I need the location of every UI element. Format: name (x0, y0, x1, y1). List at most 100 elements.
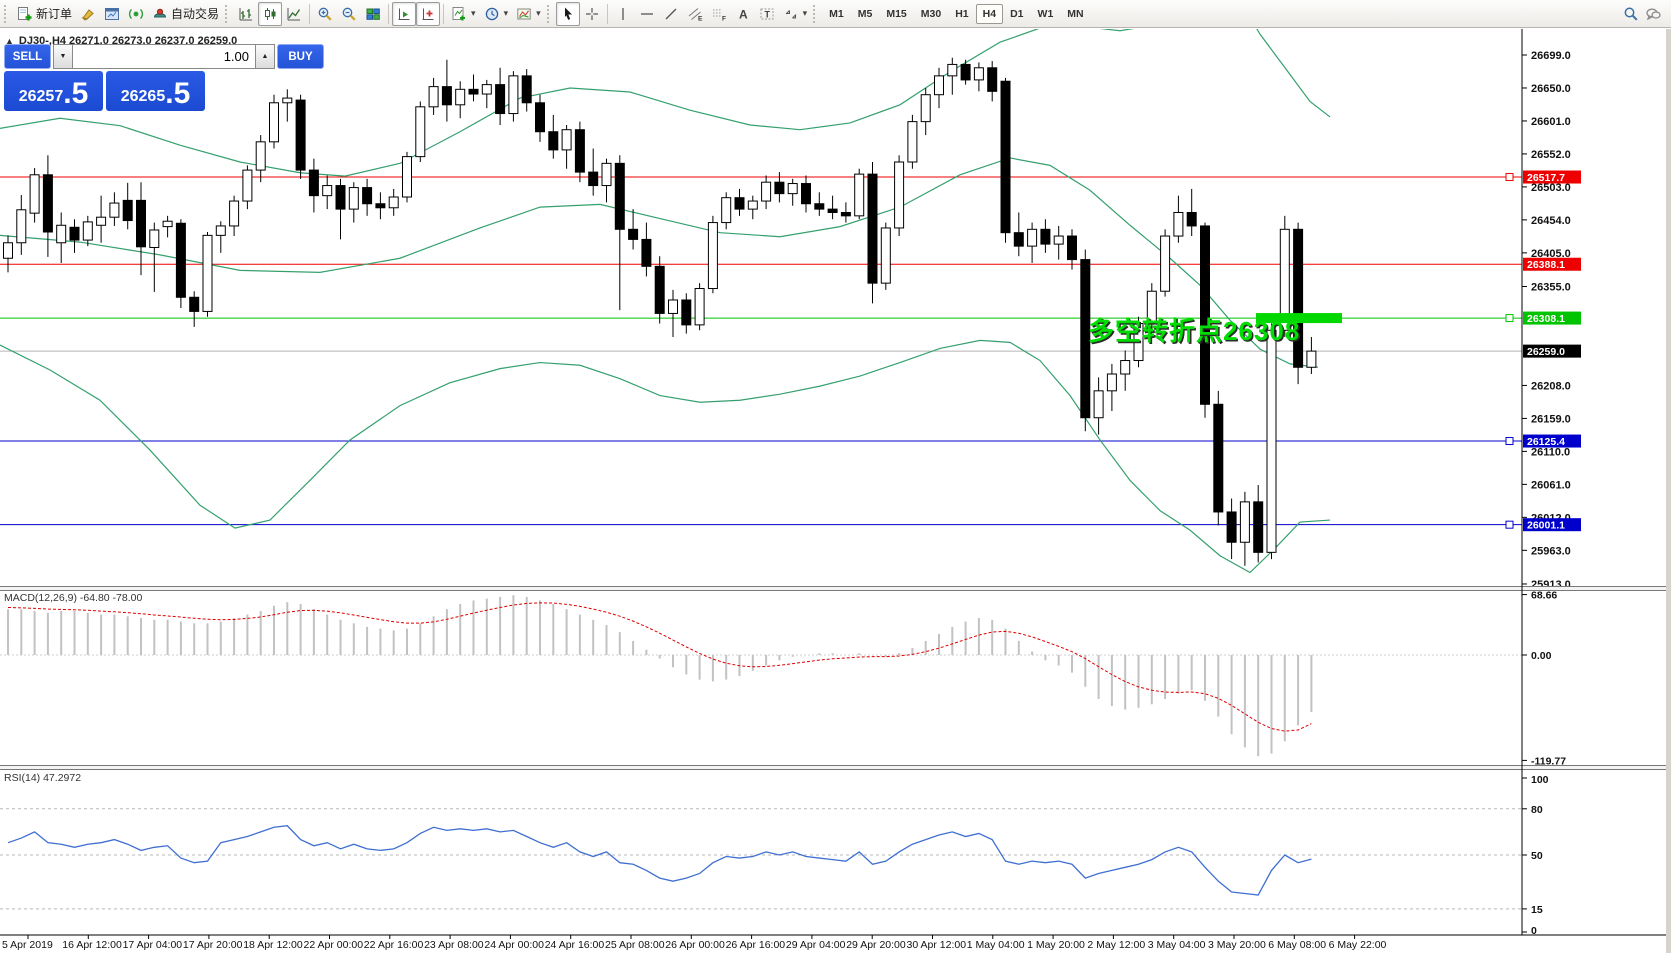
svg-text:23 Apr 08:00: 23 Apr 08:00 (424, 939, 484, 951)
sell-price-display[interactable]: 26257 .5 (4, 71, 103, 111)
svg-text:T: T (764, 9, 770, 19)
svg-text:16 Apr 12:00: 16 Apr 12:00 (62, 939, 122, 951)
time-axis[interactable]: 5 Apr 2019 16 Apr 12:00 17 Apr 04:00 17 Apr… (2, 935, 1387, 951)
collapse-panel-icon[interactable]: ▲ (5, 36, 14, 46)
svg-text:26061.0: 26061.0 (1531, 479, 1571, 491)
dropdown-arrow-icon: ▾ (503, 8, 509, 18)
timeframe-m5-button[interactable]: M5 (857, 7, 873, 20)
zoom-in-button[interactable] (313, 2, 337, 26)
svg-text:26552.0: 26552.0 (1531, 149, 1571, 161)
svg-text:26517.7: 26517.7 (1527, 172, 1565, 184)
svg-text:26159.0: 26159.0 (1531, 413, 1571, 425)
timeframe-m30-button[interactable]: M30 (920, 7, 942, 20)
buy-price-main: 26265 (120, 88, 166, 105)
candlestick-mode-button[interactable] (258, 1, 283, 26)
volume-input[interactable] (73, 44, 255, 69)
toolbar-grip[interactable] (813, 4, 818, 23)
svg-text:3 May 20:00: 3 May 20:00 (1208, 939, 1266, 951)
svg-text:26650.0: 26650.0 (1531, 83, 1571, 95)
arrows-tool-button[interactable]: ▾ (779, 2, 812, 26)
svg-text:29 Apr 20:00: 29 Apr 20:00 (846, 939, 906, 951)
svg-text:22 Apr 16:00: 22 Apr 16:00 (364, 939, 424, 951)
chart-shift-button[interactable] (416, 1, 441, 26)
auto-scroll-button[interactable] (392, 1, 417, 26)
periods-button[interactable]: ▾ (480, 2, 513, 26)
zoom-out-button[interactable] (337, 2, 361, 26)
svg-text:26699.0: 26699.0 (1531, 50, 1571, 62)
templates-button[interactable]: ▾ (512, 2, 545, 26)
volume-decrease-button[interactable]: ▼ (53, 44, 73, 69)
timeframe-toolbar: M1 M5 M15 M30 H1 H4 D1 W1 MN (822, 3, 1090, 24)
svg-text:6 May 22:00: 6 May 22:00 (1329, 939, 1387, 951)
timeframe-mn-button[interactable]: MN (1067, 7, 1084, 20)
fibonacci-tool-button[interactable]: F (707, 2, 731, 26)
equidistant-channel-tool-button[interactable]: E (683, 2, 707, 26)
signals-button[interactable] (124, 2, 148, 26)
timeframe-d1-button[interactable]: D1 (1010, 7, 1024, 20)
timeframe-h4-button[interactable]: H4 (975, 3, 1004, 24)
svg-text:100: 100 (1531, 774, 1549, 786)
toolbar-separator (309, 3, 311, 24)
toolbar-grip[interactable] (4, 4, 9, 23)
price-axis[interactable]: 26699.0 26650.0 26601.0 26552.0 26503.0 26454… (1522, 50, 1571, 591)
chart-window-icon (105, 7, 120, 20)
svg-text:50: 50 (1531, 850, 1543, 862)
svg-text:26388.1: 26388.1 (1527, 259, 1565, 271)
svg-text:26405.0: 26405.0 (1531, 248, 1571, 260)
bar-chart-mode-button[interactable] (234, 2, 258, 26)
chart-canvas[interactable]: 26699.0 26650.0 26601.0 26552.0 26503.0 26454… (0, 29, 1666, 953)
svg-text:25963.0: 25963.0 (1531, 545, 1571, 557)
candles[interactable] (3, 57, 1317, 566)
timeframe-h1-button[interactable]: H1 (955, 7, 969, 20)
horizontal-line-tool-button[interactable] (635, 2, 659, 26)
zoom-out-icon (342, 7, 356, 21)
candlestick-icon (265, 7, 276, 20)
highlighter-button[interactable] (76, 2, 100, 26)
timeframe-m15-button[interactable]: M15 (886, 7, 907, 20)
svg-text:26601.0: 26601.0 (1531, 116, 1571, 128)
svg-text:30 Apr 12:00: 30 Apr 12:00 (907, 939, 967, 951)
volume-increase-button[interactable]: ▲ (255, 44, 275, 69)
svg-text:0: 0 (1531, 925, 1537, 937)
crosshair-tool-button[interactable] (580, 2, 604, 26)
fibonacci-f-icon: F (712, 9, 726, 22)
auto-trading-icon (154, 8, 167, 17)
channel-e-icon: E (688, 7, 703, 22)
svg-text:68.66: 68.66 (1531, 590, 1557, 602)
highlight-trendline-segment[interactable] (1256, 313, 1342, 324)
indicators-button[interactable]: ▾ (447, 2, 480, 26)
search-icon[interactable] (1623, 6, 1639, 22)
cursor-tool-button[interactable] (555, 1, 580, 26)
trendline-tool-button[interactable] (659, 2, 683, 26)
macd-label: MACD(12,26,9) -64.80 -78.00 (4, 592, 143, 604)
new-order-icon (18, 6, 32, 20)
svg-text:F: F (722, 15, 726, 22)
new-order-button[interactable]: 新订单 (13, 2, 76, 26)
market-watch-window-button[interactable] (100, 2, 124, 26)
svg-text:25 Apr 08:00: 25 Apr 08:00 (605, 939, 665, 951)
buy-price-display[interactable]: 26265 .5 (106, 71, 205, 111)
indicators-icon (452, 6, 466, 20)
toolbar-separator (606, 3, 608, 24)
timeframe-w1-button[interactable]: W1 (1037, 7, 1054, 20)
svg-text:22 Apr 00:00: 22 Apr 00:00 (304, 939, 364, 951)
horizontal-line-icon (640, 12, 653, 15)
toolbar-grip[interactable] (546, 4, 552, 23)
toolbar-grip[interactable] (225, 4, 230, 23)
buy-button[interactable]: BUY (277, 44, 324, 69)
text-label-tool-button[interactable]: T (755, 2, 779, 26)
text-tool-button[interactable]: A (731, 2, 755, 26)
svg-text:E: E (698, 15, 703, 22)
toolbar-separator (388, 3, 390, 24)
tile-windows-button[interactable] (361, 2, 385, 26)
chat-icon[interactable] (1645, 6, 1661, 22)
timeframe-m1-button[interactable]: M1 (829, 7, 844, 20)
line-chart-mode-button[interactable] (282, 2, 306, 26)
dropdown-arrow-icon: ▾ (802, 8, 808, 18)
vertical-line-tool-button[interactable] (611, 2, 635, 26)
sell-button[interactable]: SELL (4, 44, 51, 69)
svg-text:26110.0: 26110.0 (1531, 446, 1570, 458)
auto-trading-button[interactable]: 自动交易 (148, 2, 223, 26)
svg-text:18 Apr 12:00: 18 Apr 12:00 (243, 939, 303, 951)
tile-windows-icon (366, 8, 380, 20)
